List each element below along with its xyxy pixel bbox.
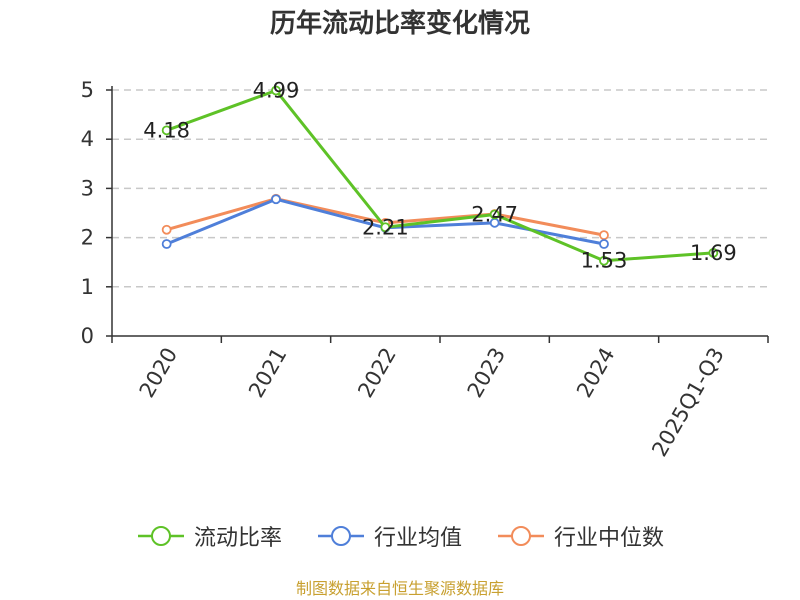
data-point [271, 85, 281, 96]
data-point [271, 194, 281, 205]
y-tick-label: 2 [81, 226, 94, 250]
legend-label-industry-avg: 行业均值 [373, 526, 462, 551]
series-line [166, 88, 714, 263]
y-tick-label: 1 [81, 275, 94, 299]
data-label: 2.21 [362, 215, 409, 239]
x-tick-label: 2023 [463, 343, 511, 401]
data-point [708, 247, 719, 258]
data-point [489, 209, 500, 220]
x-tick-label: 2021 [244, 344, 292, 402]
legend-label-current-ratio: 流动比率 [193, 526, 282, 551]
y-tick-label: 5 [81, 78, 94, 102]
data-point [599, 230, 609, 241]
x-tick-label: 2025Q1-Q3 [647, 344, 729, 461]
data-point [161, 239, 172, 249]
source-note: 制图数据来自恒生聚源数据库 [295, 579, 504, 598]
data-point [161, 125, 172, 136]
data-label: 1.69 [690, 241, 737, 265]
legend-swatch-industry-median [498, 526, 544, 546]
x-tick-label: 2024 [572, 344, 620, 402]
legend-item-industry-avg[interactable]: 行业均值 [316, 520, 462, 552]
data-point [599, 239, 609, 249]
legend: 流动比率 行业均值 行业中位数 [0, 518, 800, 554]
x-tick-label: 2022 [353, 344, 401, 402]
data-point [380, 222, 391, 233]
chart-title: 历年流动比率变化情况 [269, 9, 530, 39]
x-tick-label: 2020 [135, 344, 183, 402]
legend-item-current-ratio[interactable]: 流动比率 [136, 520, 282, 552]
y-tick-label: 3 [81, 176, 94, 200]
legend-swatch-current-ratio [137, 526, 184, 546]
legend-label-industry-median: 行业中位数 [554, 526, 665, 551]
data-label: 4.18 [143, 118, 190, 142]
legend-item-industry-median[interactable]: 行业中位数 [496, 520, 664, 552]
data-point [599, 255, 609, 266]
legend-swatch-industry-avg [317, 526, 364, 546]
data-label: 4.99 [253, 78, 300, 102]
data-point [161, 224, 172, 235]
data-label: 1.53 [581, 249, 628, 273]
data-label: 2.47 [471, 202, 518, 226]
y-tick-label: 4 [81, 127, 94, 151]
y-tick-label: 0 [81, 324, 94, 348]
